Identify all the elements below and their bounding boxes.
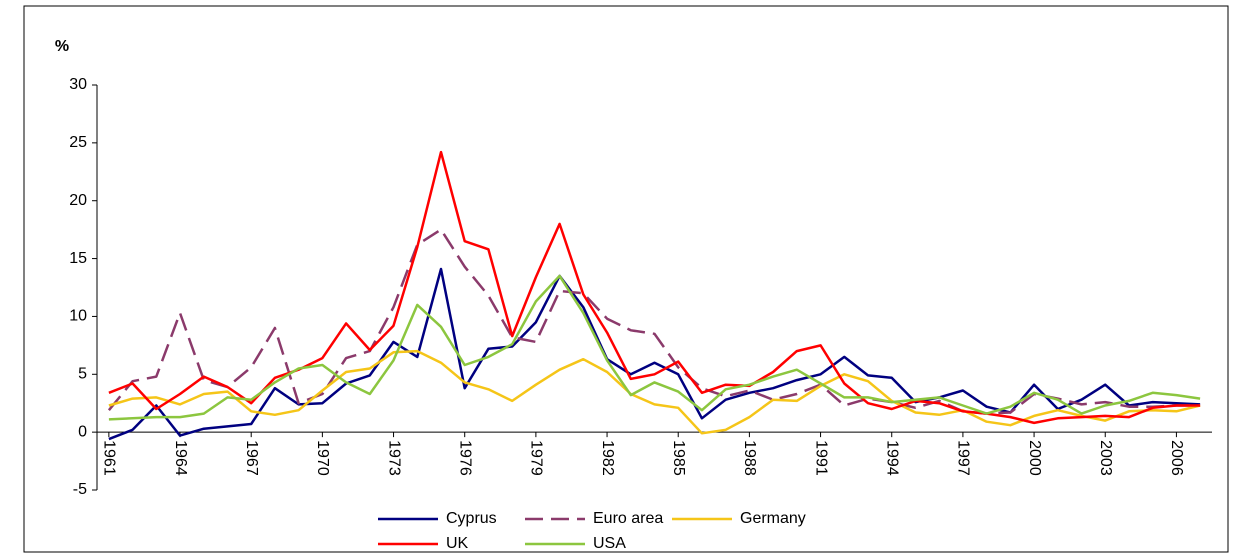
legend-label: UK (446, 535, 469, 552)
y-tick-label: 15 (69, 250, 87, 267)
x-tick-label: 1970 (314, 440, 331, 476)
series-line (107, 228, 1201, 415)
x-tick-label: 2000 (1026, 440, 1043, 476)
x-tick-label: 1994 (883, 440, 900, 476)
x-tick-label: 1991 (812, 440, 829, 476)
y-axis-label: % (55, 38, 69, 55)
series-line (108, 274, 1201, 421)
x-tick-label: 1982 (599, 440, 616, 476)
x-tick-label: 1961 (101, 440, 118, 476)
y-tick-label: 25 (69, 134, 87, 151)
x-tick-label: 1985 (670, 440, 687, 476)
x-tick-label: 1976 (456, 440, 473, 476)
x-tick-label: 1979 (528, 440, 545, 476)
x-tick-label: 1964 (172, 440, 189, 476)
y-tick-label: 30 (69, 76, 87, 93)
x-tick-label: 1967 (243, 440, 260, 476)
chart-frame (23, 5, 1229, 553)
x-tick-label: 2003 (1097, 440, 1114, 476)
x-tick-label: 1988 (741, 440, 758, 476)
y-tick-label: 10 (69, 308, 87, 325)
legend-label: Germany (740, 510, 806, 527)
x-tick-label: 2006 (1168, 440, 1185, 476)
x-tick-label: 1973 (385, 440, 402, 476)
y-tick-label: -5 (73, 481, 87, 498)
y-tick-label: 5 (78, 366, 87, 383)
legend-label: Cyprus (446, 510, 497, 527)
y-tick-label: 0 (78, 423, 87, 440)
y-tick-label: 20 (69, 192, 87, 209)
x-tick-label: 1997 (955, 440, 972, 476)
legend-label: Euro area (593, 510, 663, 527)
series-line (108, 349, 1201, 435)
legend-label: USA (593, 535, 626, 552)
